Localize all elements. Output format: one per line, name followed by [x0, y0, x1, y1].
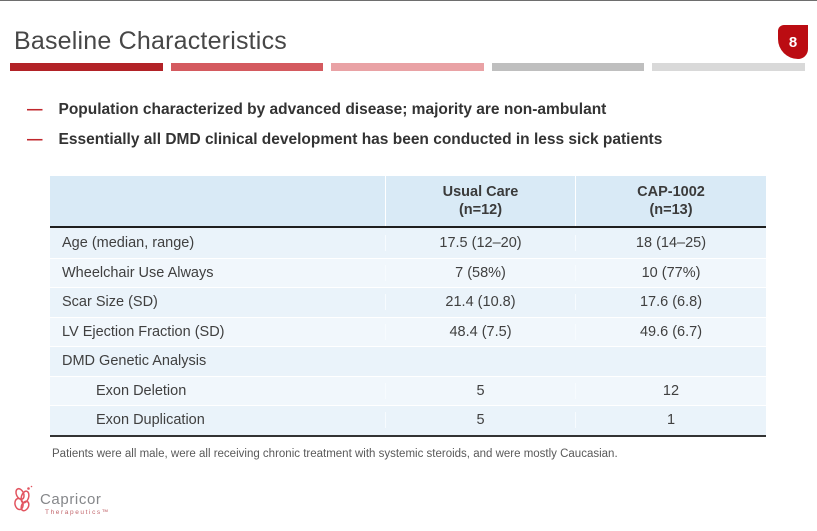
- page-number-badge: 8: [778, 25, 808, 59]
- header-group-n: (n=12): [458, 202, 503, 218]
- cap-1002-value: 10 (77%): [575, 264, 766, 281]
- usual-care-value: 5: [385, 382, 575, 399]
- bullet-list: — Population characterized by advanced d…: [27, 99, 797, 159]
- cap-1002-value: 18 (14–25): [575, 234, 766, 251]
- bullet-item: — Population characterized by advanced d…: [27, 99, 797, 120]
- table-row: DMD Genetic Analysis: [50, 346, 766, 376]
- header-group-name: CAP-1002: [637, 184, 705, 200]
- bullet-item: — Essentially all DMD clinical developme…: [27, 129, 797, 150]
- page-title: Baseline Characteristics: [14, 27, 287, 55]
- row-label: Scar Size (SD): [62, 294, 158, 311]
- table-body: Age (median, range) 17.5 (12–20) 18 (14–…: [50, 228, 766, 437]
- cap-1002-value: 49.6 (6.7): [575, 323, 766, 340]
- accent-bar-segment: [652, 63, 805, 71]
- usual-care-value: 5: [385, 412, 575, 429]
- accent-bar-segment: [331, 63, 484, 71]
- row-label: Exon Deletion: [96, 382, 187, 399]
- cap-1002-value: 1: [575, 412, 766, 429]
- table-row: Scar Size (SD) 21.4 (10.8) 17.6 (6.8): [50, 287, 766, 317]
- row-label: DMD Genetic Analysis: [62, 353, 207, 370]
- accent-bar-segment: [491, 63, 645, 71]
- capricor-cell-cluster-icon: [11, 484, 38, 521]
- cap-1002-value: 12: [575, 382, 766, 399]
- table-header-row: Usual Care (n=12) CAP-1002 (n=13): [50, 176, 766, 228]
- logo-text: Capricor Therapeutics™: [40, 492, 110, 516]
- row-label: Exon Duplication: [96, 412, 205, 429]
- bullet-dash-marker: —: [27, 131, 43, 148]
- table-row: Exon Deletion 5 12: [50, 375, 766, 405]
- accent-bars: [10, 63, 805, 71]
- row-label: Age (median, range): [62, 234, 195, 251]
- header-group-name: Usual Care: [442, 184, 519, 200]
- row-label: LV Ejection Fraction (SD): [62, 323, 225, 340]
- capricor-logo: Capricor Therapeutics™: [11, 484, 110, 521]
- usual-care-value: 48.4 (7.5): [385, 323, 575, 340]
- footnote: Patients were all male, were all receivi…: [52, 448, 618, 460]
- cap-1002-value: 17.6 (6.8): [575, 294, 766, 311]
- usual-care-value: 7 (58%): [385, 264, 575, 281]
- header-cell-usual-care: Usual Care (n=12): [385, 176, 575, 226]
- accent-bar-segment: [10, 63, 163, 71]
- bullet-text: Essentially all DMD clinical development…: [58, 131, 663, 148]
- table-row: Exon Duplication 5 1: [50, 405, 766, 435]
- header-cell-cap-1002: CAP-1002 (n=13): [575, 176, 766, 226]
- usual-care-value: 17.5 (12–20): [385, 234, 575, 251]
- usual-care-value: 21.4 (10.8): [385, 294, 575, 311]
- table-row: Wheelchair Use Always 7 (58%) 10 (77%): [50, 257, 766, 287]
- row-label: Wheelchair Use Always: [62, 264, 214, 281]
- logo-subtitle: Therapeutics™: [45, 509, 110, 516]
- accent-bar-segment: [170, 63, 324, 71]
- logo-company-name: Capricor: [40, 491, 102, 508]
- header-cell-empty: [50, 176, 385, 226]
- table-row: Age (median, range) 17.5 (12–20) 18 (14–…: [50, 228, 766, 258]
- bullet-dash-marker: —: [27, 101, 43, 118]
- bullet-text: Population characterized by advanced dis…: [58, 101, 607, 118]
- table-row: LV Ejection Fraction (SD) 48.4 (7.5) 49.…: [50, 316, 766, 346]
- baseline-characteristics-table: Usual Care (n=12) CAP-1002 (n=13) Age (m…: [50, 176, 766, 437]
- header-group-n: (n=13): [649, 202, 693, 218]
